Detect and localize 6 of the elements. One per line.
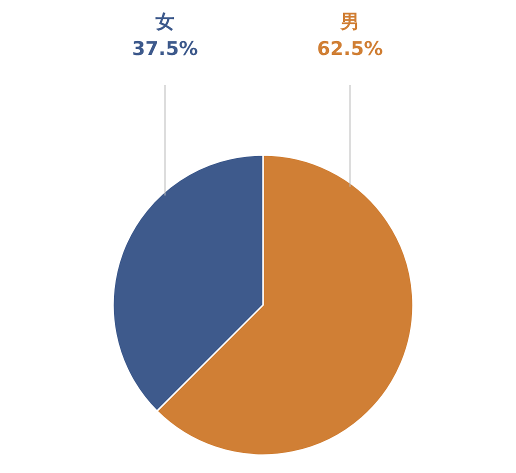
slice-label: 男 bbox=[340, 11, 360, 33]
slice-label: 女 bbox=[154, 11, 174, 33]
data-label: 62.5% bbox=[317, 38, 383, 60]
data-label: 37.5% bbox=[132, 38, 198, 60]
pie-slice bbox=[156, 154, 414, 456]
slice: 女 37.5% bbox=[112, 11, 264, 412]
